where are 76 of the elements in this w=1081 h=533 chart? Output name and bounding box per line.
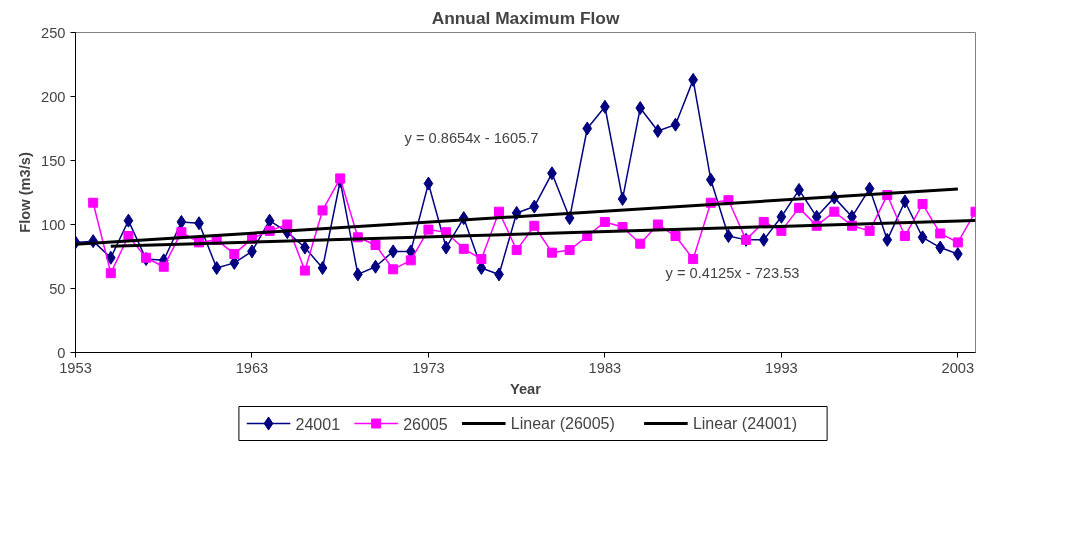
y-tick-label: 100 [41, 216, 66, 233]
point [811, 209, 822, 224]
point [599, 216, 610, 227]
point [317, 261, 328, 276]
point [899, 231, 910, 242]
annotation: y = 0.8654x - 1605.7 [404, 130, 539, 147]
point [564, 245, 575, 256]
point [935, 240, 946, 255]
point [864, 181, 875, 196]
point [476, 261, 487, 276]
point [935, 228, 946, 239]
point [635, 238, 646, 249]
point [229, 248, 240, 259]
point [635, 101, 646, 116]
point [882, 232, 893, 247]
point [529, 220, 540, 231]
y-tick-label: 50 [49, 280, 66, 297]
y-tick-label: 200 [41, 88, 66, 105]
annotation: y = 0.4125x - 723.53 [665, 264, 800, 281]
legend-label: Linear (26005) [510, 415, 615, 432]
point [105, 250, 116, 265]
point [299, 265, 310, 276]
x-tick-label: 1983 [588, 359, 622, 376]
point [264, 213, 275, 228]
point [917, 199, 928, 210]
point [317, 205, 328, 216]
point [370, 239, 381, 250]
x-tick-label: 1953 [59, 359, 92, 376]
point [758, 232, 769, 247]
point [546, 247, 557, 258]
point [688, 254, 699, 265]
point [176, 214, 187, 229]
legend-label: 26005 [403, 415, 448, 433]
point [105, 268, 116, 279]
point [529, 199, 540, 214]
point [670, 231, 681, 242]
point [917, 230, 928, 245]
point [370, 259, 381, 274]
x-axis-title: Year [510, 380, 542, 397]
point [211, 261, 222, 276]
point [670, 117, 681, 132]
point [494, 206, 505, 217]
x-tick-label: 1973 [412, 359, 445, 376]
legend-label: Linear (24001) [692, 415, 797, 432]
point [652, 219, 663, 230]
point [405, 255, 416, 266]
y-tick-label: 250 [41, 24, 66, 41]
point [423, 176, 434, 191]
point [794, 202, 805, 213]
point [511, 245, 522, 256]
point [335, 173, 346, 184]
point [423, 224, 434, 235]
chart-title: Annual Maximum Flow [431, 7, 620, 28]
point [388, 264, 399, 275]
point [88, 197, 99, 208]
y-tick-label: 0 [57, 344, 66, 361]
y-tick-label: 150 [41, 152, 66, 169]
x-tick-label: 1963 [235, 359, 269, 376]
point [952, 237, 963, 248]
point [864, 225, 875, 236]
point [705, 172, 716, 187]
x-tick-label: 1993 [765, 359, 798, 376]
point [723, 229, 734, 244]
point [582, 121, 593, 136]
point [158, 261, 169, 272]
y-axis-title: Flow (m3/s) [17, 152, 34, 233]
point [123, 213, 134, 228]
point [829, 206, 840, 217]
point [476, 254, 487, 265]
point [776, 209, 787, 224]
point [282, 219, 293, 230]
legend-label: 24001 [295, 415, 341, 433]
x-tick-label: 2003 [941, 359, 975, 376]
point [141, 252, 152, 263]
point [458, 243, 469, 254]
point [617, 191, 628, 206]
